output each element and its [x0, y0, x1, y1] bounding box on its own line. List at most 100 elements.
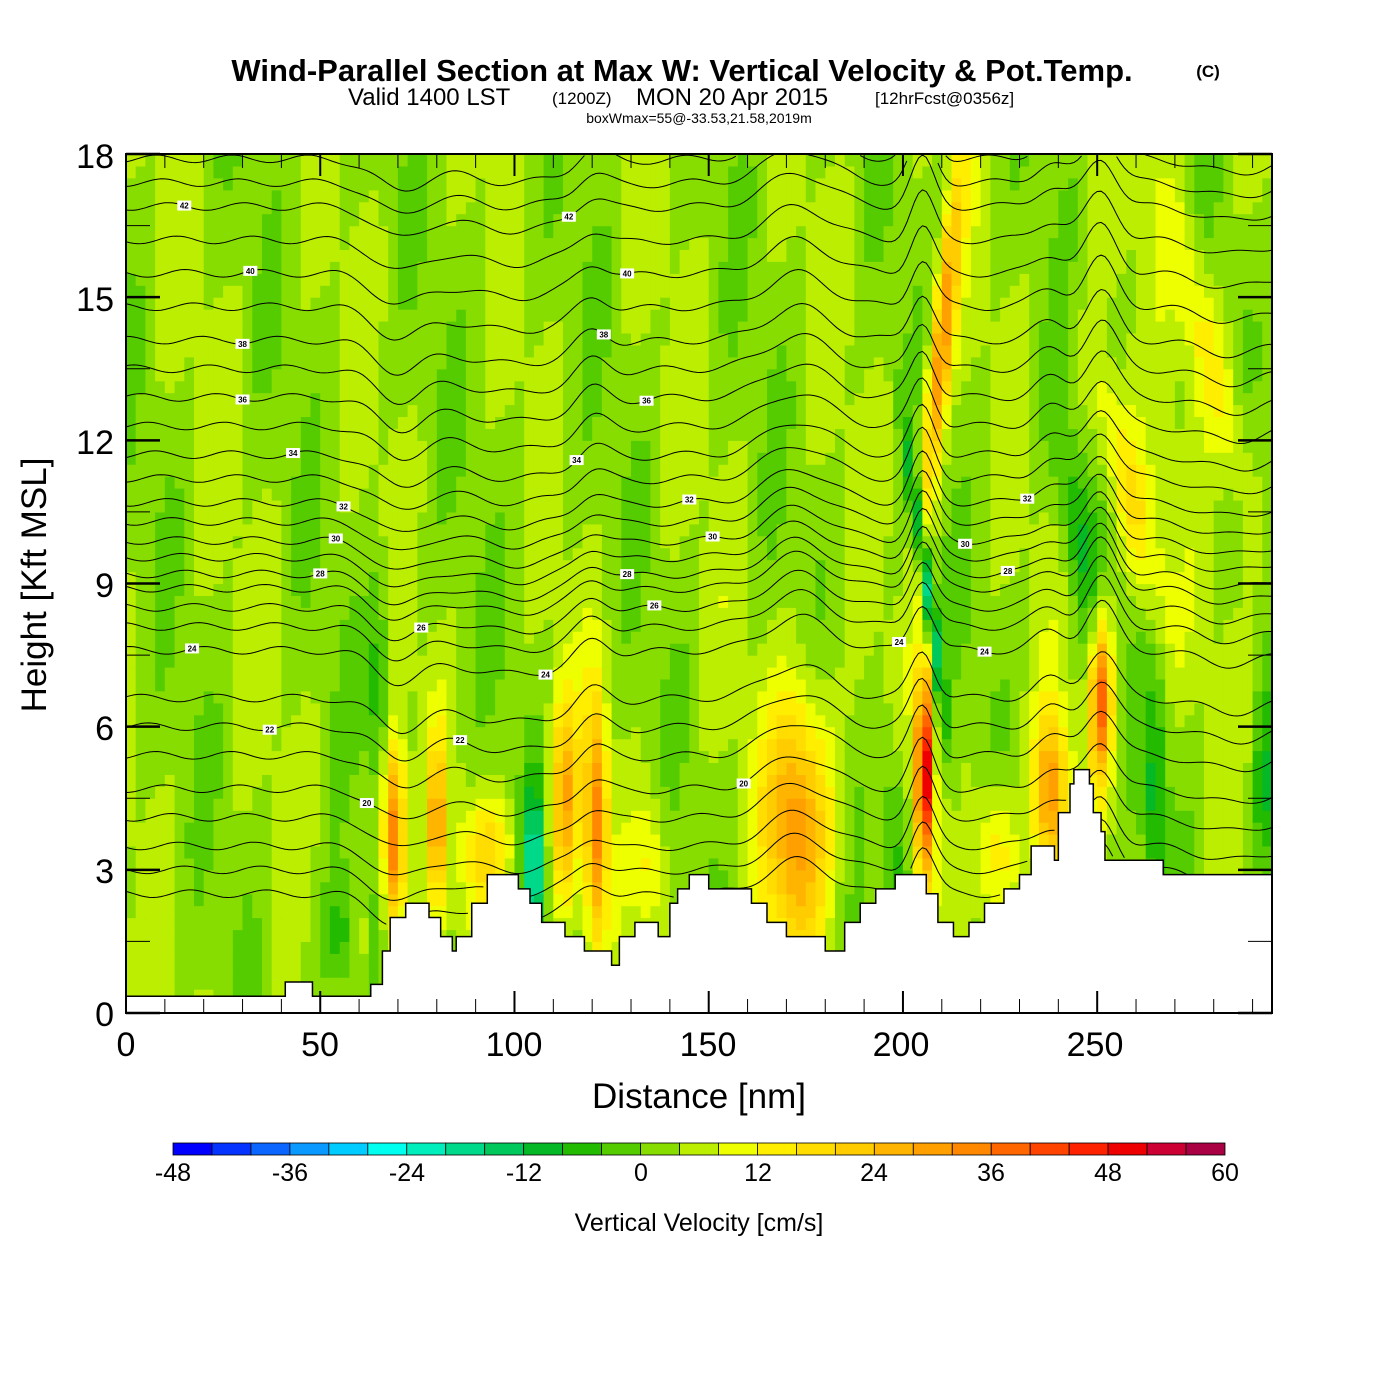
- heatmap-cell: [592, 714, 603, 728]
- heatmap-cell: [757, 452, 768, 465]
- heatmap-cell: [417, 488, 428, 501]
- heatmap-cell: [776, 893, 787, 907]
- heatmap-cell: [232, 237, 244, 250]
- heatmap-cell: [767, 893, 778, 907]
- heatmap-cell: [699, 213, 710, 227]
- heatmap-cell: [533, 511, 545, 525]
- heatmap-cell: [524, 273, 535, 286]
- heatmap-cell: [359, 249, 370, 262]
- heatmap-cell: [631, 619, 642, 632]
- heatmap-cell: [271, 225, 282, 239]
- heatmap-cell: [611, 667, 622, 680]
- heatmap-cell: [718, 798, 729, 811]
- heatmap-cell: [543, 702, 554, 716]
- heatmap-cell: [291, 380, 302, 394]
- heatmap-cell: [271, 595, 282, 608]
- heatmap-cell: [300, 356, 312, 370]
- heatmap-cell: [145, 798, 156, 811]
- heatmap-cell: [242, 547, 253, 561]
- heatmap-cell: [475, 404, 486, 417]
- heatmap-cell: [524, 607, 535, 620]
- heatmap-cell: [563, 917, 574, 931]
- heatmap-cell: [543, 464, 554, 477]
- heatmap-cell: [194, 702, 205, 716]
- heatmap-cell: [213, 714, 224, 728]
- heatmap-cell: [543, 798, 554, 811]
- heatmap-cell: [145, 237, 156, 250]
- heatmap-cell: [339, 285, 350, 298]
- heatmap-cell: [446, 607, 457, 620]
- heatmap-cell: [533, 738, 545, 752]
- heatmap-cell: [553, 738, 564, 752]
- heatmap-cell: [640, 774, 651, 787]
- heatmap-cell: [213, 965, 224, 978]
- heatmap-cell: [495, 786, 506, 799]
- heatmap-cell: [427, 476, 438, 489]
- heatmap-cell: [388, 177, 399, 191]
- heatmap-cell: [485, 309, 496, 322]
- heatmap-cell: [786, 285, 797, 298]
- heatmap-cell: [699, 798, 710, 811]
- heatmap-cell: [203, 213, 214, 227]
- heatmap-cell: [465, 774, 477, 787]
- heatmap-cell: [543, 344, 554, 358]
- heatmap-cell: [320, 810, 331, 823]
- heatmap-cell: [786, 225, 797, 239]
- heatmap-cell: [262, 177, 273, 191]
- heatmap-cell: [271, 655, 282, 668]
- heatmap-cell: [262, 965, 273, 978]
- heatmap-cell: [164, 690, 176, 704]
- heatmap-cell: [776, 500, 787, 513]
- heatmap-cell: [640, 356, 651, 370]
- heatmap-cell: [329, 285, 341, 298]
- heatmap-cell: [271, 261, 282, 274]
- heatmap-cell: [232, 893, 244, 907]
- heatmap-cell: [465, 237, 477, 250]
- heatmap-cell: [631, 762, 642, 775]
- heatmap-cell: [631, 535, 642, 549]
- heatmap-cell: [640, 738, 651, 752]
- heatmap-cell: [232, 416, 244, 429]
- heatmap-cell: [252, 750, 263, 763]
- heatmap-cell: [368, 154, 380, 167]
- heatmap-cell: [650, 535, 661, 549]
- heatmap-cell: [631, 249, 642, 262]
- heatmap-cell: [320, 714, 331, 728]
- heatmap-cell: [465, 655, 477, 668]
- heatmap-cell: [164, 273, 176, 286]
- heatmap-cell: [300, 380, 312, 394]
- heatmap-cell: [213, 344, 224, 358]
- heatmap-cell: [533, 619, 545, 632]
- heatmap-cell: [329, 762, 341, 775]
- heatmap-cell: [242, 667, 253, 680]
- heatmap-cell: [475, 810, 486, 823]
- heatmap-cell: [223, 857, 234, 871]
- heatmap-cell: [271, 631, 282, 644]
- heatmap-cell: [281, 881, 292, 895]
- heatmap-cell: [679, 392, 690, 406]
- heatmap-cell: [300, 392, 312, 406]
- heatmap-cell: [533, 428, 545, 441]
- heatmap-cell: [708, 273, 719, 286]
- heatmap-cell: [145, 726, 156, 740]
- heatmap-cell: [514, 333, 525, 346]
- heatmap-cell: [524, 511, 535, 525]
- heatmap-cell: [543, 762, 554, 775]
- heatmap-cell: [427, 869, 438, 883]
- heatmap-cell: [650, 893, 661, 907]
- heatmap-cell: [767, 595, 778, 608]
- heatmap-cell: [776, 595, 787, 608]
- heatmap-cell: [776, 726, 787, 740]
- heatmap-cell: [640, 249, 651, 262]
- heatmap-cell: [339, 333, 350, 346]
- heatmap-cell: [786, 380, 797, 394]
- heatmap-cell: [553, 857, 564, 871]
- heatmap-cell: [465, 440, 477, 453]
- heatmap-cell: [757, 655, 768, 668]
- heatmap-cell: [563, 547, 574, 561]
- heatmap-cell: [213, 881, 224, 895]
- heatmap-cell: [359, 726, 370, 740]
- heatmap-cell: [194, 571, 205, 585]
- heatmap-cell: [456, 237, 467, 250]
- heatmap-cell: [320, 774, 331, 787]
